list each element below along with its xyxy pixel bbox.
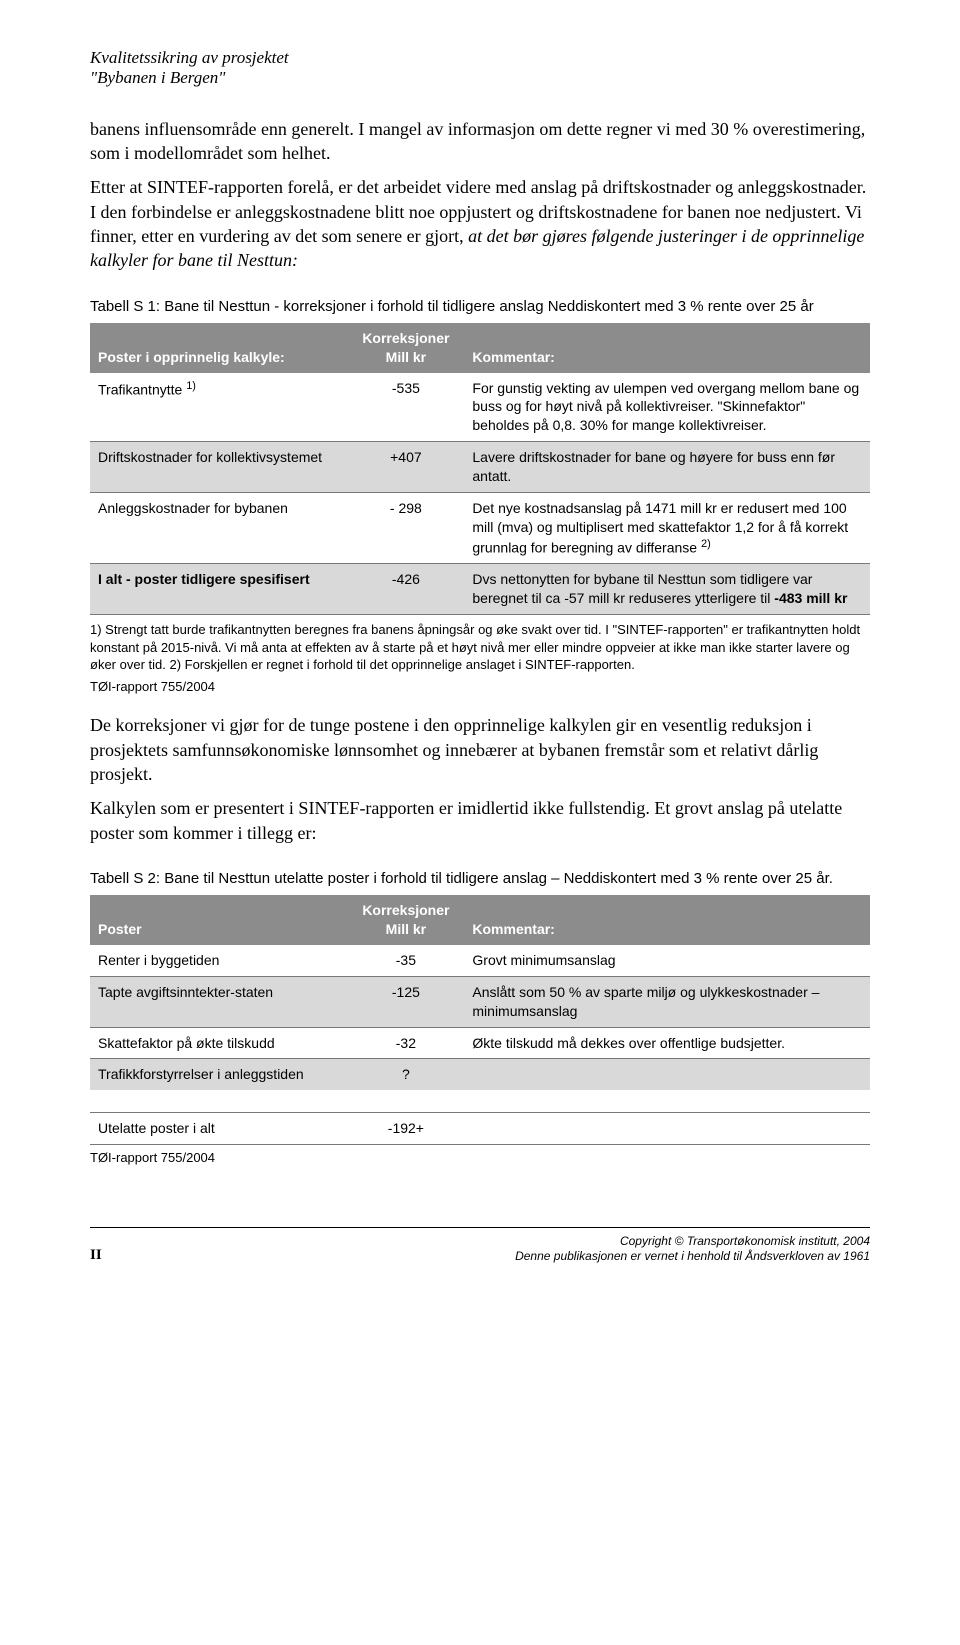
t2-r4-c2: ? — [347, 1059, 464, 1090]
t2-r2-c3: Anslått som 50 % av sparte miljø og ulyk… — [464, 976, 870, 1027]
table-row: Skattefaktor på økte tilskudd -32 Økte t… — [90, 1027, 870, 1059]
body-text: banens influensområde enn generelt. I ma… — [90, 117, 870, 273]
table-row: Trafikkforstyrrelser i anleggstiden ? — [90, 1059, 870, 1090]
t2-head-poster: Poster — [90, 895, 347, 945]
t1-r2-c3: Lavere driftskostnader for bane og høyer… — [464, 442, 870, 493]
t1-r4-c2: -426 — [347, 564, 464, 615]
t2-r3-c2: -32 — [347, 1027, 464, 1059]
t2-r5-c2: -192+ — [347, 1113, 464, 1145]
t1-r2-c2: +407 — [347, 442, 464, 493]
t1-r3-c2: - 298 — [347, 493, 464, 564]
t2-r2-c1: Tapte avgiftsinntekter-staten — [90, 976, 347, 1027]
doc-header: Kvalitetssikring av prosjektet "Bybanen … — [90, 48, 870, 89]
t2-head-korr: Korreksjoner Mill kr — [347, 895, 464, 945]
t1-r4-c3: Dvs nettonytten for bybane til Nesttun s… — [464, 564, 870, 615]
t1-r2-c1: Driftskostnader for kollektivsystemet — [90, 442, 347, 493]
t2-r3-c3: Økte tilskudd må dekkes over offentlige … — [464, 1027, 870, 1059]
table-1-title: Tabell S 1: Bane til Nesttun - korreksjo… — [90, 297, 870, 317]
table-1: Poster i opprinnelig kalkyle: Korreksjon… — [90, 323, 870, 615]
body-text-2: De korreksjoner vi gjør for de tunge pos… — [90, 713, 870, 844]
t2-r1-c3: Grovt minimumsanslag — [464, 945, 870, 976]
table-row: I alt - poster tidligere spesifisert -42… — [90, 564, 870, 615]
t1-r4-c1: I alt - poster tidligere spesifisert — [90, 564, 347, 615]
t1-r3-c1: Anleggskostnader for bybanen — [90, 493, 347, 564]
table-row: Renter i byggetiden -35 Grovt minimumsan… — [90, 945, 870, 976]
paragraph-1: banens influensområde enn generelt. I ma… — [90, 117, 870, 166]
table-row: Tapte avgiftsinntekter-staten -125 Anslå… — [90, 976, 870, 1027]
table-row: Utelatte poster i alt -192+ — [90, 1113, 870, 1145]
t2-head-kommentar: Kommentar: — [464, 895, 870, 945]
t1-r1-c2: -535 — [347, 373, 464, 442]
t2-r5-c3 — [464, 1113, 870, 1145]
t1-head-poster: Poster i opprinnelig kalkyle: — [90, 323, 347, 373]
footer-right: Copyright © Transportøkonomisk institutt… — [515, 1234, 870, 1265]
table-row: Driftskostnader for kollektivsystemet +4… — [90, 442, 870, 493]
paragraph-2: Etter at SINTEF-rapporten forelå, er det… — [90, 175, 870, 272]
t2-r4-c1: Trafikkforstyrrelser i anleggstiden — [90, 1059, 347, 1090]
t1-r1-c3: For gunstig vekting av ulempen ved overg… — [464, 373, 870, 442]
table-2: Poster Korreksjoner Mill kr Kommentar: R… — [90, 895, 870, 1145]
paragraph-4: Kalkylen som er presentert i SINTEF-rapp… — [90, 796, 870, 845]
t1-head-kommentar: Kommentar: — [464, 323, 870, 373]
header-line-1: Kvalitetssikring av prosjektet — [90, 48, 870, 68]
table-row-gap — [90, 1090, 870, 1113]
table-1-footnote: 1) Strengt tatt burde trafikantnytten be… — [90, 621, 870, 674]
t2-r1-c2: -35 — [347, 945, 464, 976]
t2-r1-c1: Renter i byggetiden — [90, 945, 347, 976]
page-number: II — [90, 1245, 102, 1265]
paragraph-3: De korreksjoner vi gjør for de tunge pos… — [90, 713, 870, 786]
table-1-source: TØI-rapport 755/2004 — [90, 678, 870, 696]
table-row: Anleggskostnader for bybanen - 298 Det n… — [90, 493, 870, 564]
t2-r5-c1: Utelatte poster i alt — [90, 1113, 347, 1145]
t1-r3-c3: Det nye kostnadsanslag på 1471 mill kr e… — [464, 493, 870, 564]
t1-head-korr: Korreksjoner Mill kr — [347, 323, 464, 373]
t2-r4-c3 — [464, 1059, 870, 1090]
t1-r1-c1: Trafikantnytte 1) — [90, 373, 347, 442]
table-row: Trafikantnytte 1) -535 For gunstig vekti… — [90, 373, 870, 442]
page-footer: II Copyright © Transportøkonomisk instit… — [90, 1227, 870, 1265]
t2-r3-c1: Skattefaktor på økte tilskudd — [90, 1027, 347, 1059]
table-2-title: Tabell S 2: Bane til Nesttun utelatte po… — [90, 869, 870, 889]
header-line-2: "Bybanen i Bergen" — [90, 68, 870, 88]
copyright-line: Copyright © Transportøkonomisk institutt… — [515, 1234, 870, 1250]
table-2-source: TØI-rapport 755/2004 — [90, 1149, 870, 1167]
t2-r2-c2: -125 — [347, 976, 464, 1027]
copyright-note: Denne publikasjonen er vernet i henhold … — [515, 1249, 870, 1265]
